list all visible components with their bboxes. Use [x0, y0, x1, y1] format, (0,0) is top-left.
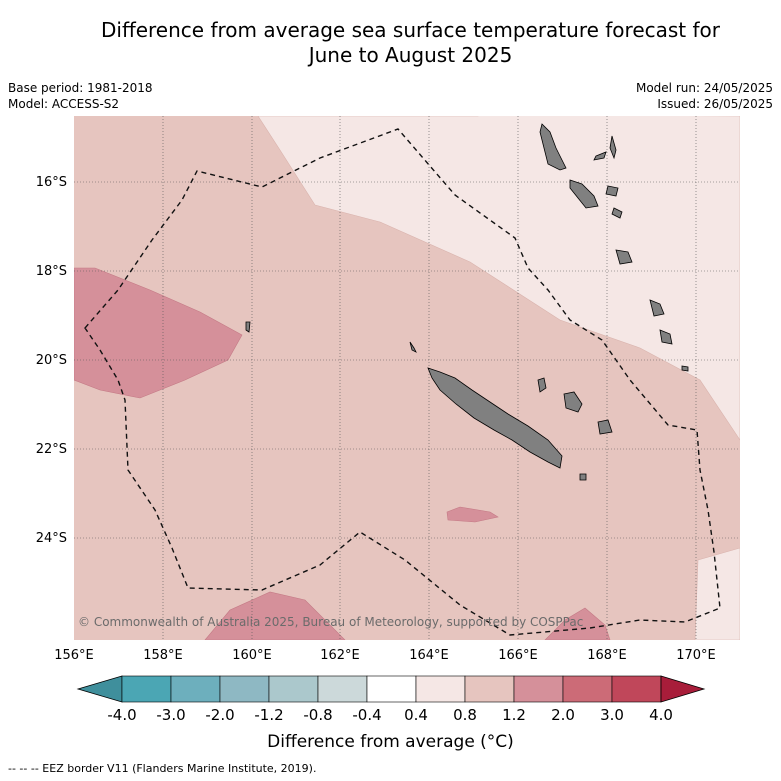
issued-date: Issued: 26/05/2025	[657, 97, 773, 111]
islet-east	[681, 365, 689, 372]
loyalty-mare	[597, 419, 613, 435]
colorbar-segment	[170, 675, 221, 703]
anomaly-band-0.4-0.8-southeast	[694, 547, 740, 640]
anomaly-band-0.4-0.8-top	[478, 116, 740, 124]
anomaly-patch-south	[204, 591, 346, 640]
new-caledonia	[427, 367, 563, 469]
lon-label: 166°E	[498, 648, 538, 663]
vanuatu-island-2	[569, 179, 599, 209]
colorbar-tick-label: 1.2	[502, 706, 526, 724]
colorbar-segment	[317, 675, 368, 703]
lon-label: 156°E	[54, 648, 94, 663]
colorbar	[76, 675, 706, 703]
lat-label: 22°S	[36, 442, 67, 457]
eez-legend-note: -- -- -- EEZ border V11 (Flanders Marine…	[8, 762, 317, 775]
vanuatu-island-8	[649, 299, 665, 317]
lon-label: 170°E	[676, 648, 716, 663]
lat-labels: 16°S 18°S 20°S 22°S 24°S	[36, 175, 67, 546]
colorbar-segment	[562, 675, 613, 703]
vanuatu-island-4	[593, 151, 607, 161]
isle-of-pines	[579, 473, 587, 481]
vanuatu-island-5	[605, 185, 619, 197]
colorbar-title: Difference from average (°C)	[267, 732, 514, 752]
colorbar-tick-label: -1.2	[254, 706, 283, 724]
colorbar-tick-label: -4.0	[107, 706, 136, 724]
vanuatu-island-9	[659, 329, 673, 345]
colorbar-segment	[268, 675, 319, 703]
lon-label: 168°E	[587, 648, 627, 663]
model-name: Model: ACCESS-S2	[8, 97, 120, 111]
colorbar-tick-label: -0.4	[352, 706, 381, 724]
lon-labels: 156°E 158°E 160°E 162°E 164°E 166°E 168°…	[54, 648, 716, 663]
colorbar-tick-label: 4.0	[649, 706, 673, 724]
colorbar-segment	[513, 675, 564, 703]
colorbar-tick-label: 2.0	[551, 706, 575, 724]
vanuatu-north	[539, 123, 567, 171]
anomaly-patch-central	[446, 506, 499, 523]
colorbar-segment	[415, 675, 466, 703]
vanuatu-island-7	[615, 249, 633, 265]
colorbar-arrow-high	[660, 675, 706, 703]
colorbar-segment	[611, 675, 662, 703]
model-run: Model run: 24/05/2025	[635, 81, 773, 95]
colorbar-segment	[121, 675, 172, 703]
colorbar-tick-label: 0.4	[404, 706, 428, 724]
loyalty-ouvea	[537, 377, 547, 393]
colorbar-tick-label: 0.8	[453, 706, 477, 724]
colorbar-segment	[219, 675, 270, 703]
lon-label: 160°E	[232, 648, 272, 663]
lat-label: 20°S	[36, 353, 67, 368]
vanuatu-island-6	[611, 207, 623, 219]
colorbar-arrow-low	[76, 675, 123, 703]
meta-left: Base period: 1981-2018 Model: ACCESS-S2	[8, 80, 153, 112]
graticule	[74, 116, 740, 640]
anomaly-patch-southeast	[544, 607, 611, 640]
lon-label: 164°E	[409, 648, 449, 663]
eez-border	[84, 128, 721, 636]
copyright-text: © Commonwealth of Australia 2025, Bureau…	[78, 615, 583, 629]
title-line-2: June to August 2025	[308, 43, 513, 67]
lon-label: 158°E	[143, 648, 183, 663]
colorbar-tick-label: -0.8	[303, 706, 332, 724]
lat-label: 24°S	[36, 531, 67, 546]
chesterfield-islands	[245, 321, 251, 333]
belep-islands	[409, 341, 417, 353]
base-period: Base period: 1981-2018	[8, 81, 153, 95]
title-line-1: Difference from average sea surface temp…	[100, 18, 720, 42]
colorbar-segment	[464, 675, 515, 703]
colorbar-tick-labels: -4.0 -3.0 -2.0 -1.2 -0.8 -0.4 0.4 0.8 1.2 2.0 3.0 4…	[107, 706, 673, 724]
colorbar-tick-label: -3.0	[156, 706, 185, 724]
colorbar-tick-label: 3.0	[600, 706, 624, 724]
lat-label: 16°S	[36, 175, 67, 190]
loyalty-lifou	[563, 391, 583, 413]
vanuatu-island-3	[609, 135, 617, 160]
meta-right: Model run: 24/05/2025 Issued: 26/05/2025	[636, 80, 773, 112]
colorbar-segment	[366, 675, 417, 703]
map-title: Difference from average sea surface temp…	[40, 18, 781, 68]
anomaly-band-0.4-0.8-north	[257, 116, 740, 441]
map-area	[74, 116, 740, 640]
lon-label: 162°E	[320, 648, 360, 663]
land	[245, 123, 689, 481]
colorbar-tick-label: -2.0	[205, 706, 234, 724]
lat-label: 18°S	[36, 264, 67, 279]
